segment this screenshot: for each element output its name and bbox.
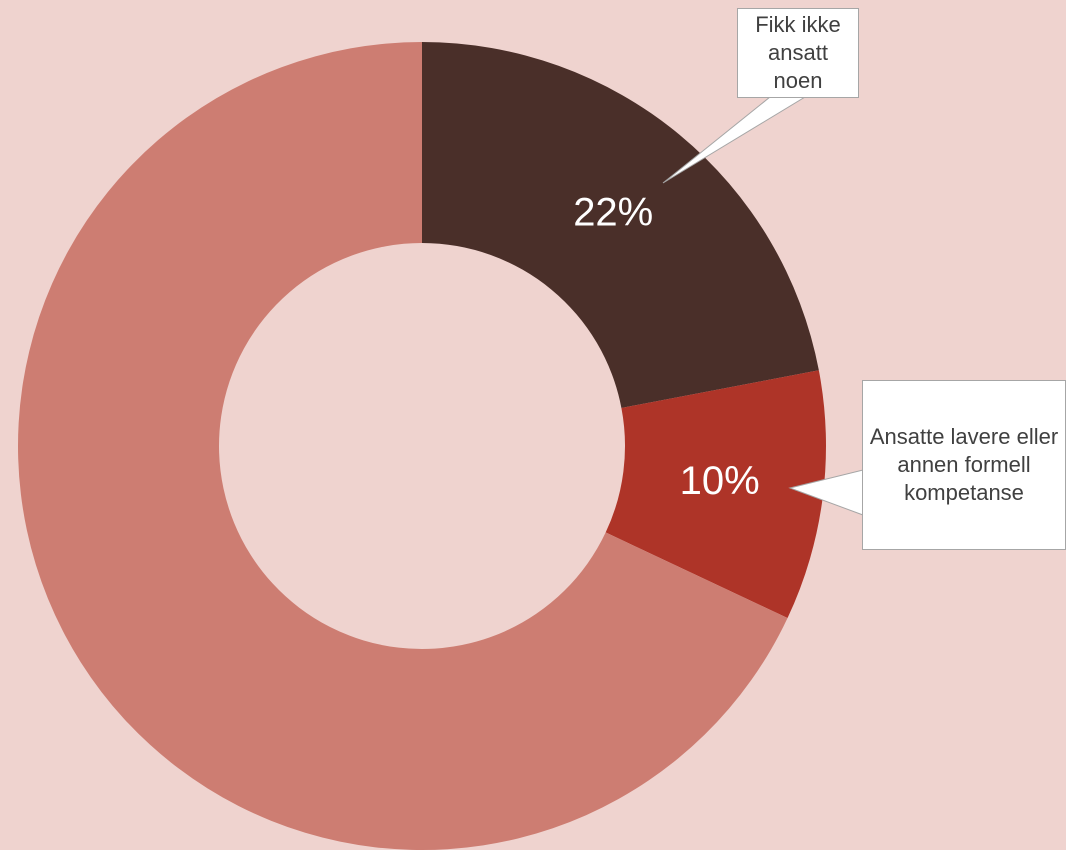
donut-segment bbox=[605, 370, 826, 619]
data-label: 10% bbox=[680, 459, 760, 503]
data-label: 22% bbox=[573, 190, 653, 234]
donut-segment bbox=[18, 42, 788, 850]
donut-segment bbox=[422, 42, 819, 408]
category-callout: Ansatte lavere eller annen formell kompe… bbox=[862, 380, 1066, 550]
category-callout: Fikk ikke ansatt noen bbox=[737, 8, 859, 98]
